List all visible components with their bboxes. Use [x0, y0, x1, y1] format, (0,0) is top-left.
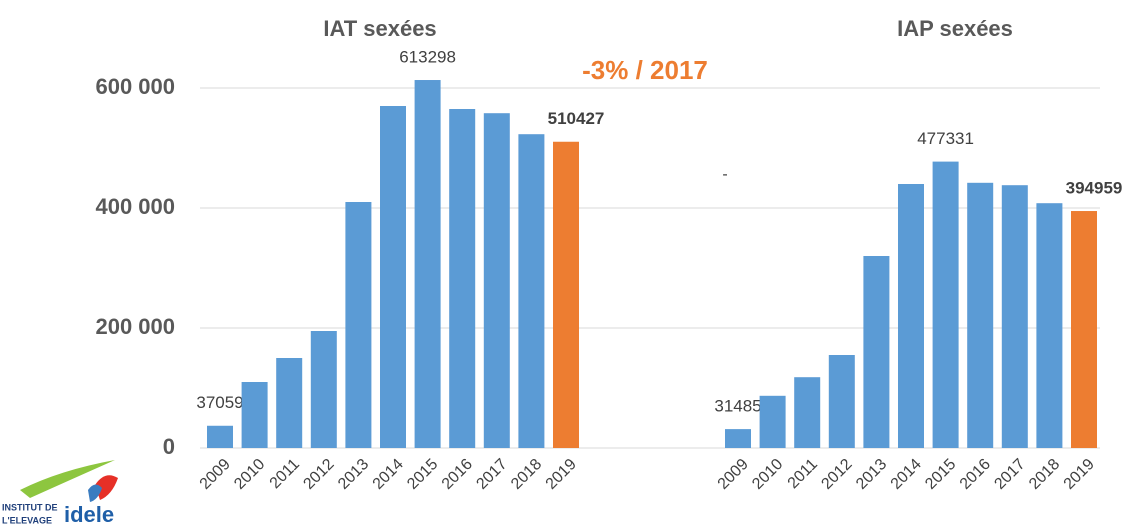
x-tick-label: 2016 — [439, 456, 476, 493]
chart-title: IAT sexées — [323, 16, 436, 41]
x-tick-label: 2009 — [197, 456, 234, 493]
bar — [241, 382, 268, 448]
x-tick-label: 2013 — [853, 456, 890, 493]
y-tick-label: 200 000 — [95, 314, 175, 339]
bar — [345, 202, 372, 448]
logo-swoosh — [20, 460, 115, 498]
x-tick-label: 2011 — [785, 456, 821, 492]
x-tick-label: 2019 — [1061, 456, 1098, 493]
x-tick-label: 2014 — [370, 456, 407, 493]
data-label: 394959 — [1066, 179, 1122, 198]
bar — [967, 182, 994, 449]
x-tick-label: 2015 — [404, 456, 441, 493]
bar — [207, 425, 233, 448]
x-tick-label: 2012 — [818, 456, 855, 493]
y-tick-label: 400 000 — [95, 194, 175, 219]
bar — [759, 395, 786, 448]
logo-drop — [95, 475, 118, 500]
bar — [898, 184, 924, 448]
data-label: 477331 — [917, 129, 974, 148]
x-tick-label: 2010 — [749, 456, 786, 493]
bar — [483, 113, 510, 448]
x-tick-label: 2014 — [888, 456, 925, 493]
x-tick-label: 2012 — [300, 456, 337, 493]
data-label: 510427 — [548, 109, 605, 128]
x-tick-label: 2019 — [543, 456, 580, 493]
chart-title: IAP sexées — [897, 16, 1013, 41]
x-tick-label: 2018 — [1026, 456, 1063, 493]
bar — [518, 134, 545, 448]
bar — [1001, 185, 1028, 448]
logo: INSTITUT DE L'ELEVAGE idele — [2, 460, 118, 527]
logo-text: L'ELEVAGE — [2, 515, 52, 525]
x-tick-label: 2009 — [715, 456, 752, 493]
bar — [794, 377, 821, 448]
logo-text: INSTITUT DE — [2, 502, 58, 512]
bar — [380, 106, 406, 448]
bar — [310, 331, 337, 448]
bar — [1071, 211, 1097, 448]
bar — [276, 358, 303, 448]
x-tick-label: 2018 — [508, 456, 545, 493]
x-tick-label: 2017 — [473, 456, 510, 493]
x-tick-label: 2013 — [335, 456, 372, 493]
x-tick-label: 2016 — [957, 456, 994, 493]
bar — [863, 256, 890, 448]
logo-brand: idele — [64, 502, 114, 527]
x-tick-label: 2015 — [922, 456, 959, 493]
logo-drop — [88, 484, 102, 502]
bar — [1036, 203, 1063, 448]
bar — [932, 161, 959, 449]
bar — [828, 355, 855, 448]
annotation: - — [722, 166, 727, 183]
x-tick-label: 2010 — [231, 456, 268, 493]
bar — [449, 109, 476, 448]
bar — [553, 141, 579, 448]
y-tick-label: 0 — [163, 434, 175, 459]
x-tick-label: 2011 — [267, 456, 303, 492]
data-label: 37059 — [196, 393, 243, 412]
annotation: -3% / 2017 — [582, 55, 708, 85]
x-tick-label: 2017 — [991, 456, 1028, 493]
data-label: 613298 — [399, 48, 456, 67]
bar — [725, 429, 751, 448]
data-label: 31485 — [714, 397, 761, 416]
bar — [414, 80, 441, 448]
y-tick-label: 600 000 — [95, 74, 175, 99]
